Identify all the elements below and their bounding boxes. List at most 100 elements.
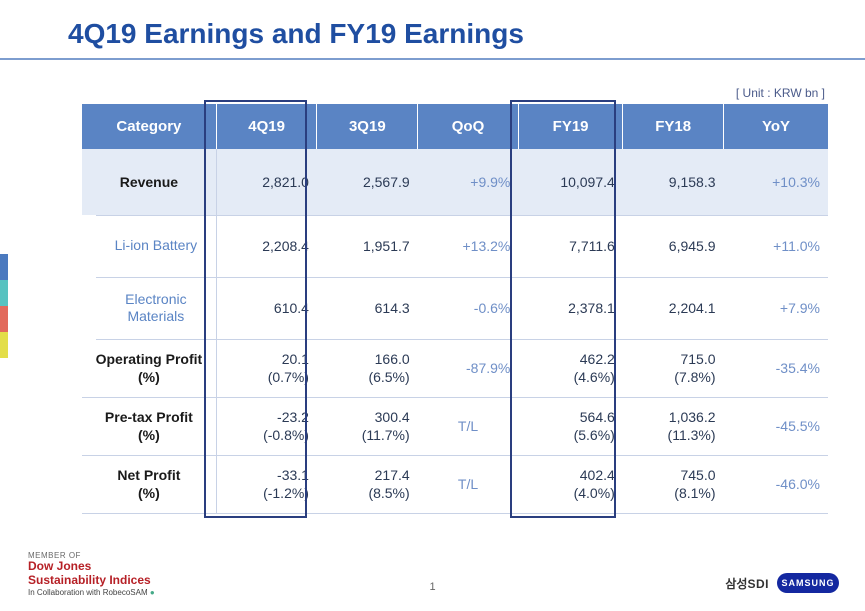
v: 20.1: [282, 351, 309, 367]
col-category: Category: [82, 104, 216, 149]
row-net-profit: Net Profit (%) -33.1 (-1.2%) 217.4 (8.5%…: [82, 455, 828, 513]
col-4q19: 4Q19: [216, 104, 317, 149]
label-pretax: Pre-tax Profit (%): [82, 397, 216, 455]
dj-line1: Dow Jones: [28, 560, 155, 574]
cell-qoq: -0.6%: [418, 277, 519, 339]
v: (5.6%): [574, 427, 615, 443]
cell: -33.1 (-1.2%): [216, 455, 317, 513]
dj-line3: In Collaboration with RobecoSAM ●: [28, 588, 155, 597]
v: 564.6: [580, 409, 615, 425]
earnings-table-container: Category 4Q19 3Q19 QoQ FY19 FY18 YoY Rev…: [68, 104, 828, 514]
col-fy19: FY19: [518, 104, 622, 149]
footer: MEMBER OF Dow Jones Sustainability Indic…: [0, 563, 865, 603]
cell-qoq: +13.2%: [418, 215, 519, 277]
earnings-table: Category 4Q19 3Q19 QoQ FY19 FY18 YoY Rev…: [68, 104, 828, 514]
brand-block: 삼성SDI SAMSUNG: [725, 573, 839, 593]
v: (0.7%): [268, 369, 309, 385]
col-3q19: 3Q19: [317, 104, 418, 149]
v: (8.5%): [368, 485, 409, 501]
brand-text: 삼성SDI: [725, 575, 769, 592]
cell: 564.6 (5.6%): [518, 397, 622, 455]
page-number: 1: [429, 581, 435, 593]
v: Pre-tax Profit: [105, 409, 193, 425]
cell: 614.3: [317, 277, 418, 339]
v: (-0.8%): [263, 427, 309, 443]
cell: -23.2 (-0.8%): [216, 397, 317, 455]
cell-yoy: -46.0%: [724, 455, 828, 513]
row-liion: Li-ion Battery 2,208.4 1,951.7 +13.2% 7,…: [82, 215, 828, 277]
row-pretax-profit: Pre-tax Profit (%) -23.2 (-0.8%) 300.4 (…: [82, 397, 828, 455]
cell-yoy: -45.5%: [724, 397, 828, 455]
col-fy18: FY18: [623, 104, 724, 149]
cell: 300.4 (11.7%): [317, 397, 418, 455]
cell: 2,378.1: [518, 277, 622, 339]
cell: 462.2 (4.6%): [518, 339, 622, 397]
cell: 2,208.4: [216, 215, 317, 277]
v: 462.2: [580, 351, 615, 367]
label-revenue: Revenue: [82, 149, 216, 215]
v: -33.1: [277, 467, 309, 483]
v: 217.4: [375, 467, 410, 483]
cell: 610.4: [216, 277, 317, 339]
cell: 10,097.4: [518, 149, 622, 215]
v: -23.2: [277, 409, 309, 425]
cell: 6,945.9: [623, 215, 724, 277]
brand-en: SDI: [747, 577, 769, 591]
cell-yoy: +7.9%: [724, 277, 828, 339]
cell: 20.1 (0.7%): [216, 339, 317, 397]
samsung-logo-icon: SAMSUNG: [777, 573, 839, 593]
row-revenue: Revenue 2,821.0 2,567.9 +9.9% 10,097.4 9…: [82, 149, 828, 215]
cell: 166.0 (6.5%): [317, 339, 418, 397]
social-sidebar-stub: [0, 254, 8, 358]
cell-qoq: T/L: [418, 455, 519, 513]
title-underline: [0, 58, 865, 60]
label-op-l2: (%): [138, 369, 160, 385]
label-op: Operating Profit (%): [82, 339, 216, 397]
v: 715.0: [680, 351, 715, 367]
v: Net Profit: [117, 467, 180, 483]
v: (4.0%): [574, 485, 615, 501]
v: (6.5%): [368, 369, 409, 385]
cell: 745.0 (8.1%): [623, 455, 724, 513]
cell: 2,204.1: [623, 277, 724, 339]
cell: 2,821.0: [216, 149, 317, 215]
label-em: Electronic Materials: [82, 277, 216, 339]
v: 745.0: [680, 467, 715, 483]
col-qoq: QoQ: [418, 104, 519, 149]
v: 166.0: [375, 351, 410, 367]
col-yoy: YoY: [724, 104, 828, 149]
row-electronic-materials: Electronic Materials 610.4 614.3 -0.6% 2…: [82, 277, 828, 339]
cell-yoy: +10.3%: [724, 149, 828, 215]
v: 300.4: [375, 409, 410, 425]
label-liion: Li-ion Battery: [82, 215, 216, 277]
cell: 402.4 (4.0%): [518, 455, 622, 513]
v: (%): [138, 485, 160, 501]
unit-label: [ Unit : KRW bn ]: [736, 86, 825, 100]
cell-qoq: T/L: [418, 397, 519, 455]
dj-collab: In Collaboration with RobecoSAM: [28, 588, 148, 597]
label-em-l2: Materials: [127, 308, 184, 324]
dj-line2: Sustainability Indices: [28, 574, 155, 588]
cell-yoy: -35.4%: [724, 339, 828, 397]
cell-qoq: +9.9%: [418, 149, 519, 215]
cell: 1,951.7: [317, 215, 418, 277]
cell: 7,711.6: [518, 215, 622, 277]
v: 402.4: [580, 467, 615, 483]
cell: 1,036.2 (11.3%): [623, 397, 724, 455]
page-title: 4Q19 Earnings and FY19 Earnings: [0, 0, 865, 58]
brand-ko: 삼성: [725, 577, 747, 591]
robecosam-dot-icon: ●: [150, 588, 155, 597]
cell: 9,158.3: [623, 149, 724, 215]
cell-yoy: +11.0%: [724, 215, 828, 277]
v: (8.1%): [674, 485, 715, 501]
row-operating-profit: Operating Profit (%) 20.1 (0.7%) 166.0 (…: [82, 339, 828, 397]
v: (11.3%): [668, 427, 716, 443]
label-op-l1: Operating Profit: [96, 351, 203, 367]
v: (4.6%): [574, 369, 615, 385]
cell: 2,567.9: [317, 149, 418, 215]
cell: 217.4 (8.5%): [317, 455, 418, 513]
v: (7.8%): [674, 369, 715, 385]
v: 1,036.2: [669, 409, 716, 425]
v: (-1.2%): [263, 485, 309, 501]
label-net: Net Profit (%): [82, 455, 216, 513]
